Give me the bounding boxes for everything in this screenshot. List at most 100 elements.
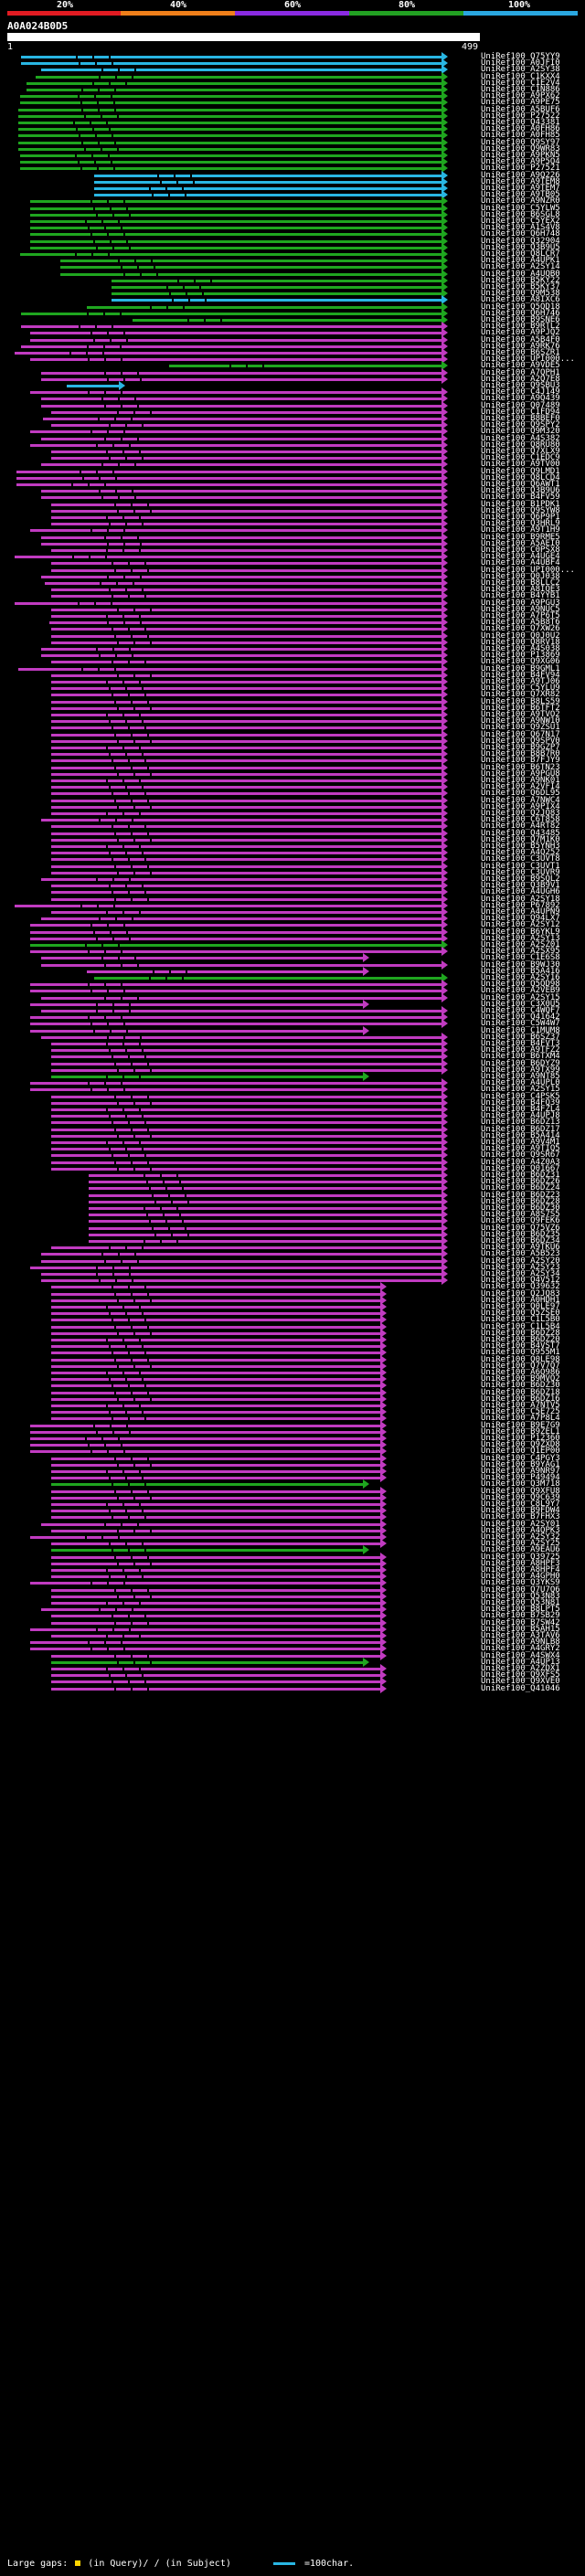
hit-id-link[interactable]: UniRef100_Q6DL95 bbox=[481, 789, 560, 799]
hit-id-link[interactable]: UniRef100_C3X0U5 bbox=[481, 999, 560, 1009]
hit-alignment-bar[interactable] bbox=[111, 299, 442, 302]
hit-id-link[interactable]: UniRef100_A9PE75 bbox=[481, 98, 560, 108]
hit-alignment-bar[interactable] bbox=[51, 681, 442, 684]
hit-id-link[interactable]: UniRef100_Q9C639 bbox=[481, 1492, 560, 1502]
hit-alignment-bar[interactable] bbox=[51, 1312, 382, 1316]
hit-row[interactable]: UniRef100_Q2JQ83 bbox=[0, 809, 585, 819]
hit-id-link[interactable]: UniRef100_B4FQ39 bbox=[481, 1097, 560, 1108]
hit-alignment-bar[interactable] bbox=[30, 944, 442, 947]
hit-alignment-bar[interactable] bbox=[30, 1641, 382, 1645]
hit-id-link[interactable]: UniRef100_A2SY15 bbox=[481, 992, 560, 1002]
hit-alignment-bar[interactable] bbox=[51, 1391, 382, 1394]
hit-alignment-bar[interactable] bbox=[51, 694, 442, 697]
hit-id-link[interactable]: UniRef100_A9TB05 bbox=[481, 190, 560, 200]
hit-alignment-bar[interactable] bbox=[21, 325, 442, 329]
hit-id-link[interactable]: UniRef100_Q0LE97 bbox=[481, 1302, 560, 1311]
hit-alignment-bar[interactable] bbox=[51, 628, 442, 631]
hit-alignment-bar[interactable] bbox=[40, 404, 442, 408]
hit-alignment-bar[interactable] bbox=[51, 1405, 382, 1407]
hit-id-link[interactable]: UniRef100_Q9FEK6 bbox=[481, 1216, 560, 1226]
hit-id-link[interactable]: UniRef100_Q3YKS9 bbox=[481, 1578, 560, 1588]
hit-id-link[interactable]: UniRef100_A4GRY2 bbox=[481, 1644, 560, 1654]
hit-row[interactable]: UniRef100_A2SY15 bbox=[0, 992, 585, 1003]
hit-id-link[interactable]: UniRef100_B8LLC2 bbox=[481, 578, 560, 588]
hit-alignment-bar[interactable] bbox=[40, 398, 442, 401]
hit-alignment-bar[interactable] bbox=[21, 56, 442, 58]
hit-row[interactable]: UniRef100_Q0LE98 bbox=[0, 1354, 585, 1365]
hit-alignment-bar[interactable] bbox=[51, 523, 442, 526]
hit-alignment-bar[interactable] bbox=[30, 1444, 382, 1447]
hit-id-link[interactable]: UniRef100_Q7XR82 bbox=[481, 690, 560, 700]
hit-alignment-bar[interactable] bbox=[40, 1273, 442, 1276]
hit-alignment-bar[interactable] bbox=[51, 1674, 382, 1678]
hit-id-link[interactable]: UniRef100_C3UVT8 bbox=[481, 854, 560, 864]
hit-id-link[interactable]: UniRef100_B5A414 bbox=[481, 1130, 560, 1140]
hit-id-link[interactable]: UniRef100_C4WQF7 bbox=[481, 1006, 560, 1015]
hit-row[interactable]: UniRef100_A4Q252 bbox=[0, 848, 585, 858]
hit-row[interactable]: UniRef100_B6DZ23 bbox=[0, 1190, 585, 1201]
hit-alignment-bar[interactable] bbox=[88, 1193, 442, 1197]
hit-id-link[interactable]: UniRef100_B9RME5 bbox=[481, 532, 560, 542]
hit-id-link[interactable]: UniRef100_B6SZ37 bbox=[481, 1032, 560, 1042]
hit-alignment-bar[interactable] bbox=[16, 483, 442, 486]
hit-alignment-bar[interactable] bbox=[40, 490, 442, 493]
hit-alignment-bar[interactable] bbox=[40, 819, 442, 822]
hit-alignment-bar[interactable] bbox=[51, 673, 442, 677]
hit-row[interactable]: UniRef100_Q9SPY2 bbox=[0, 420, 585, 430]
hit-alignment-bar[interactable] bbox=[51, 1529, 382, 1532]
hit-alignment-bar[interactable] bbox=[51, 1516, 382, 1520]
hit-row[interactable]: UniRef100_A9TVO2 bbox=[0, 710, 585, 720]
hit-row[interactable]: UniRef100_Q07489 bbox=[0, 400, 585, 411]
hit-id-link[interactable]: UniRef100_A2SY14 bbox=[481, 262, 560, 272]
hit-row[interactable]: UniRef100_A2SY13 bbox=[0, 933, 585, 944]
hit-id-link[interactable]: UniRef100_A9TKU6 bbox=[481, 1243, 560, 1253]
hit-alignment-bar[interactable] bbox=[30, 1082, 442, 1086]
hit-alignment-bar[interactable] bbox=[51, 1299, 382, 1302]
hit-row[interactable]: UniRef100_Q9XFU8 bbox=[0, 1486, 585, 1497]
hit-alignment-bar[interactable] bbox=[17, 141, 442, 144]
hit-row[interactable]: UniRef100_A9NLB8 bbox=[0, 1638, 585, 1648]
hit-alignment-bar[interactable] bbox=[51, 772, 442, 776]
hit-id-link[interactable]: UniRef100_Q9SPV0 bbox=[481, 736, 560, 746]
hit-row[interactable]: UniRef100_A4Z0A3 bbox=[0, 1157, 585, 1168]
hit-id-link[interactable]: UniRef100_A9PX62 bbox=[481, 91, 560, 101]
hit-row[interactable]: UniRef100_B9GML1 bbox=[0, 663, 585, 674]
hit-alignment-bar[interactable] bbox=[51, 1687, 382, 1691]
hit-row[interactable]: UniRef100_A2SY34 bbox=[0, 1269, 585, 1279]
hit-id-link[interactable]: UniRef100_B6DZ31 bbox=[481, 1171, 560, 1180]
hit-alignment-bar[interactable] bbox=[51, 1654, 382, 1658]
hit-id-link[interactable]: UniRef100_C5W4W7 bbox=[481, 1019, 560, 1029]
hit-id-link[interactable]: UniRef100_A4QPK3 bbox=[481, 1525, 560, 1535]
hit-alignment-bar[interactable] bbox=[30, 1016, 442, 1020]
hit-id-link[interactable]: UniRef100_B9SNE6 bbox=[481, 315, 560, 324]
hit-id-link[interactable]: UniRef100_B9ZEL1 bbox=[481, 1426, 560, 1436]
hit-row[interactable]: UniRef100_B6DZ20 bbox=[0, 1335, 585, 1345]
hit-row[interactable]: UniRef100_A5AEI0 bbox=[0, 538, 585, 549]
hit-id-link[interactable]: UniRef100_C1N886 bbox=[481, 85, 560, 94]
hit-row[interactable]: UniRef100_A2SY32 bbox=[0, 1532, 585, 1542]
hit-id-link[interactable]: UniRef100_A9EAU6 bbox=[481, 1545, 560, 1555]
hit-id-link[interactable]: UniRef100_B4FV94 bbox=[481, 670, 560, 680]
hit-id-link[interactable]: UniRef100_A9PGU8 bbox=[481, 769, 560, 779]
hit-alignment-bar[interactable] bbox=[51, 1470, 382, 1473]
hit-row[interactable]: UniRef100_B6DYZ9 bbox=[0, 1058, 585, 1069]
hit-id-link[interactable]: UniRef100_A4Z0A3 bbox=[481, 1157, 560, 1167]
hit-row[interactable]: UniRef100_C1E2V4 bbox=[0, 78, 585, 89]
hit-row[interactable]: UniRef100_A9PE75 bbox=[0, 98, 585, 108]
hit-id-link[interactable]: UniRef100_Q53N81 bbox=[481, 1598, 560, 1607]
hit-row[interactable]: UniRef100_Q9M538 bbox=[0, 289, 585, 299]
hit-alignment-bar[interactable] bbox=[14, 904, 442, 907]
hit-row[interactable]: UniRef100_B7SW42 bbox=[0, 1617, 585, 1628]
hit-alignment-bar[interactable] bbox=[51, 871, 442, 875]
hit-row[interactable]: UniRef100_A7NTV5 bbox=[0, 1401, 585, 1411]
hit-row[interactable]: UniRef100_A5B8T6 bbox=[0, 618, 585, 628]
hit-id-link[interactable]: UniRef100_A2VEB9 bbox=[481, 986, 560, 996]
hit-row[interactable]: UniRef100_Q0LE97 bbox=[0, 1302, 585, 1312]
hit-row[interactable]: UniRef100_A9TB05 bbox=[0, 190, 585, 200]
hit-id-link[interactable]: UniRef100_A5B8T6 bbox=[481, 618, 560, 628]
hit-alignment-bar[interactable] bbox=[51, 1055, 442, 1059]
hit-alignment-bar[interactable] bbox=[51, 786, 442, 790]
hit-alignment-bar[interactable] bbox=[88, 1181, 442, 1184]
hit-row[interactable]: UniRef100_A9PIX4 bbox=[0, 801, 585, 812]
hit-id-link[interactable]: UniRef100_B6DZ35 bbox=[481, 1229, 560, 1239]
